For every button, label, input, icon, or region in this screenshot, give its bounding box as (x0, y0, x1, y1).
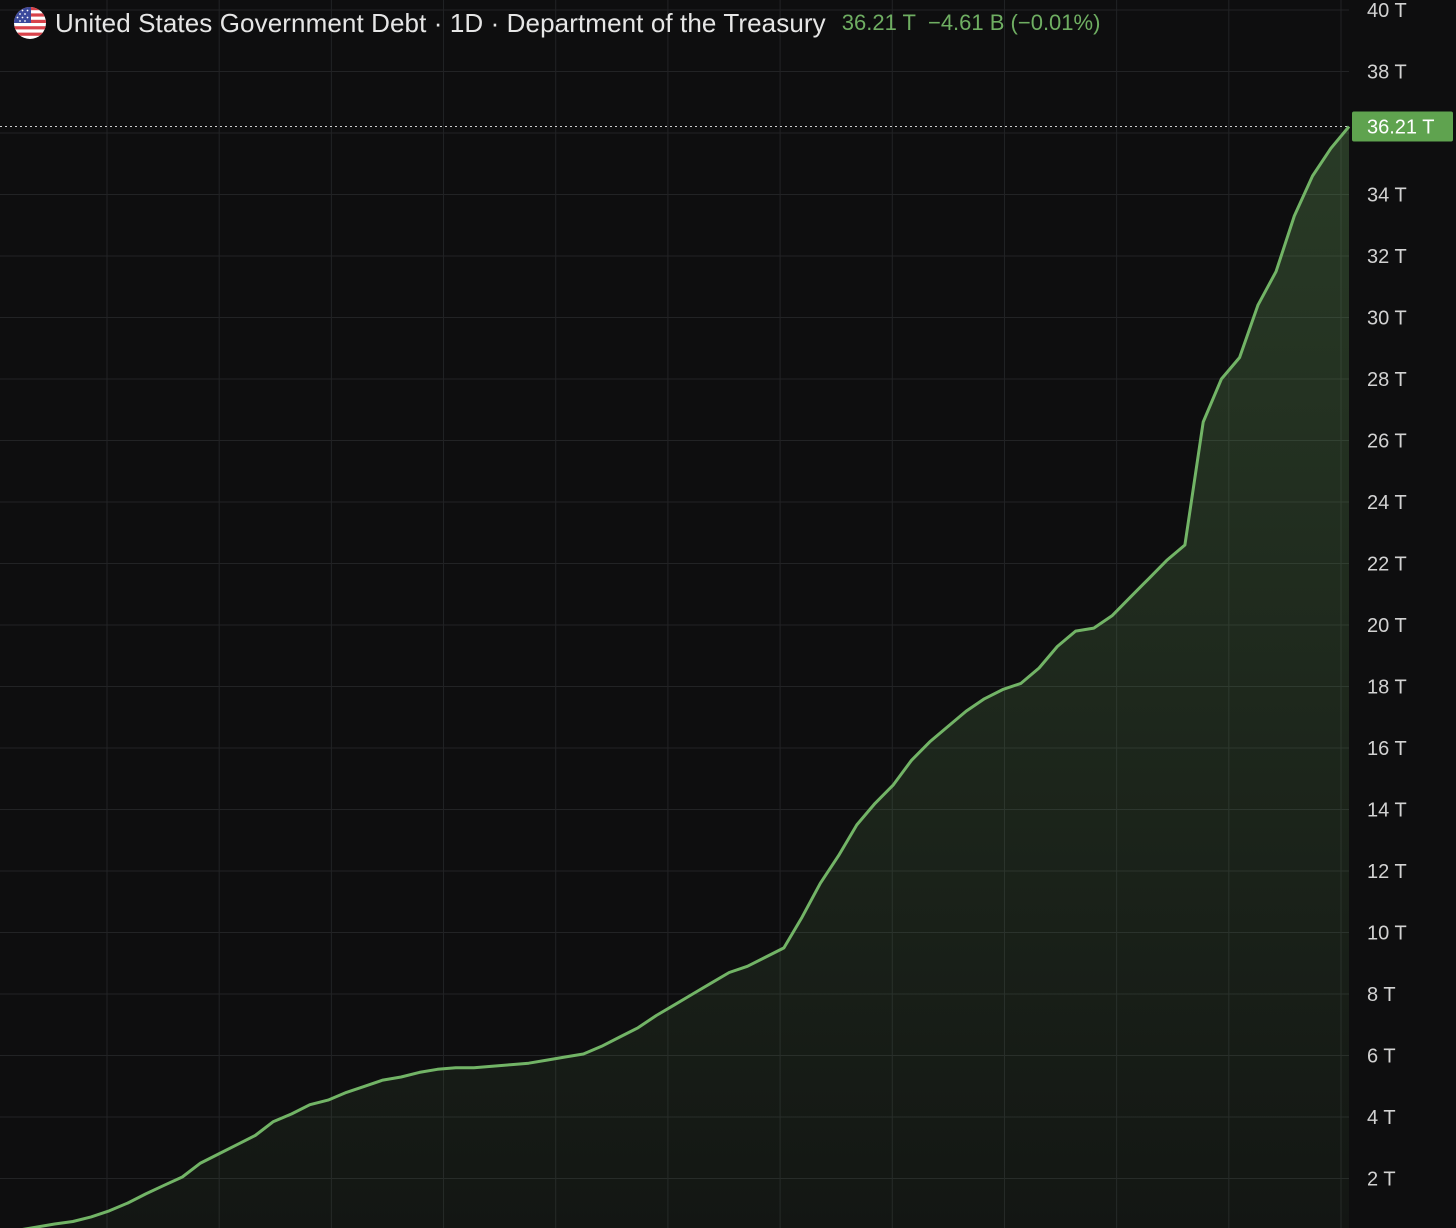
y-tick-label: 4 T (1367, 1107, 1396, 1129)
last-value-label: 36.21 T (1352, 111, 1453, 142)
last-value-text: 36.21 T (1367, 117, 1434, 139)
y-axis-ticks: 2 T 4 T 6 T 8 T 10 T 12 T 14 T 16 T 18 T 20 T 22 T… (1367, 0, 1407, 1191)
y-tick-label: 2 T (1367, 1169, 1396, 1191)
y-tick-label: 14 T (1367, 800, 1407, 822)
y-tick-label: 32 T (1367, 246, 1407, 268)
y-tick-label: 6 T (1367, 1046, 1396, 1068)
y-tick-label: 20 T (1367, 615, 1407, 637)
y-tick-label: 40 T (1367, 0, 1407, 22)
y-tick-label: 18 T (1367, 677, 1407, 699)
y-tick-label: 22 T (1367, 554, 1407, 576)
chart-header: United States Government Debt · 1D · Dep… (14, 6, 1100, 40)
debt-area-fill (0, 126, 1349, 1228)
us-flag-icon (14, 7, 46, 39)
y-tick-label: 10 T (1367, 923, 1407, 945)
y-tick-label: 30 T (1367, 308, 1407, 330)
price-scale[interactable] (1349, 0, 1456, 1228)
y-tick-label: 28 T (1367, 369, 1407, 391)
y-tick-label: 34 T (1367, 185, 1407, 207)
y-tick-label: 12 T (1367, 861, 1407, 883)
y-tick-label: 26 T (1367, 431, 1407, 453)
price-change: −4.61 B (−0.01%) (927, 10, 1101, 35)
y-tick-label: 38 T (1367, 62, 1407, 84)
chart-title: United States Government Debt · 1D · Dep… (55, 7, 826, 38)
last-value: 36.21 T (841, 10, 916, 35)
y-tick-label: 8 T (1367, 984, 1396, 1006)
debt-series-line (22, 125, 1351, 1228)
y-tick-label: 24 T (1367, 492, 1407, 514)
y-tick-label: 16 T (1367, 738, 1407, 760)
